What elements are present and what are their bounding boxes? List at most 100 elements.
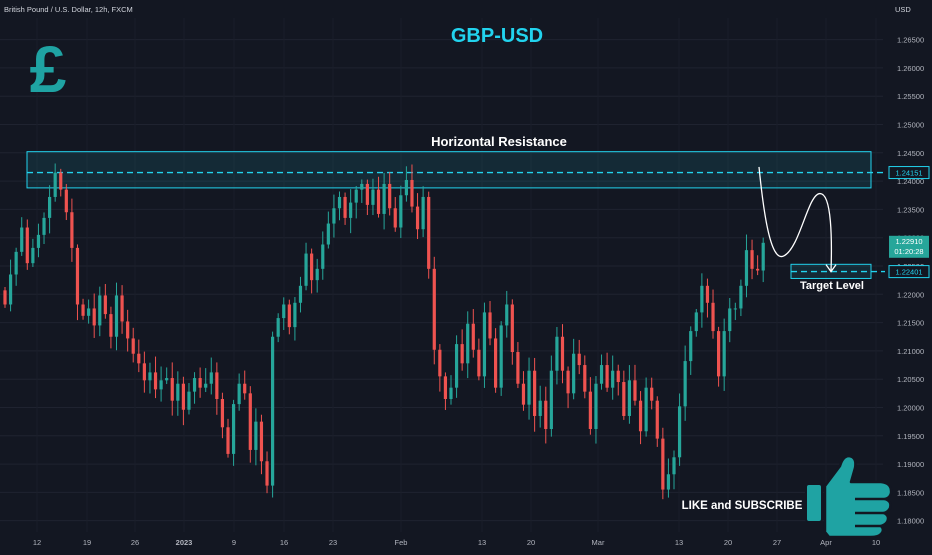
- candle[interactable]: [371, 189, 375, 205]
- candle[interactable]: [627, 380, 631, 416]
- candle[interactable]: [120, 295, 124, 322]
- candle[interactable]: [666, 474, 671, 490]
- candle[interactable]: [677, 406, 682, 458]
- candle[interactable]: [159, 380, 163, 390]
- candle[interactable]: [466, 323, 470, 364]
- candle[interactable]: [644, 387, 648, 432]
- candle[interactable]: [399, 195, 403, 228]
- candle[interactable]: [432, 268, 436, 350]
- candle[interactable]: [488, 312, 492, 339]
- candle[interactable]: [70, 212, 74, 248]
- candle[interactable]: [711, 302, 715, 332]
- candle[interactable]: [443, 376, 448, 399]
- candle[interactable]: [594, 383, 598, 429]
- candle[interactable]: [337, 196, 342, 209]
- candle[interactable]: [583, 365, 587, 392]
- candle[interactable]: [53, 172, 57, 197]
- candle[interactable]: [220, 399, 225, 428]
- candle[interactable]: [59, 172, 63, 190]
- candle[interactable]: [728, 308, 732, 332]
- candle[interactable]: [293, 302, 297, 328]
- candle[interactable]: [170, 378, 174, 401]
- candle[interactable]: [683, 361, 687, 407]
- candle[interactable]: [672, 457, 676, 475]
- candle[interactable]: [544, 400, 548, 429]
- candle[interactable]: [410, 179, 414, 207]
- candle[interactable]: [605, 365, 609, 388]
- candle[interactable]: [153, 372, 158, 390]
- candle[interactable]: [81, 304, 85, 316]
- candle[interactable]: [326, 223, 330, 245]
- candle[interactable]: [321, 244, 325, 269]
- candle[interactable]: [454, 344, 459, 388]
- candle[interactable]: [717, 331, 721, 377]
- candle[interactable]: [31, 247, 35, 264]
- candle[interactable]: [259, 421, 264, 462]
- candle[interactable]: [521, 383, 526, 405]
- candle[interactable]: [315, 268, 319, 281]
- candle[interactable]: [393, 208, 397, 228]
- candle[interactable]: [549, 370, 553, 429]
- candle[interactable]: [622, 382, 626, 416]
- candle[interactable]: [243, 383, 247, 394]
- projection-arrow[interactable]: [758, 166, 833, 272]
- candle[interactable]: [137, 353, 141, 364]
- candle[interactable]: [254, 421, 258, 450]
- candle[interactable]: [705, 285, 710, 303]
- candle[interactable]: [165, 378, 169, 381]
- candle[interactable]: [460, 344, 464, 364]
- candle[interactable]: [343, 196, 347, 218]
- candle[interactable]: [48, 196, 52, 218]
- candle[interactable]: [616, 370, 620, 383]
- candle[interactable]: [482, 312, 487, 377]
- candle[interactable]: [142, 363, 146, 381]
- candle[interactable]: [75, 247, 80, 305]
- candle[interactable]: [304, 253, 308, 286]
- candle[interactable]: [109, 314, 113, 337]
- candle[interactable]: [538, 400, 542, 416]
- candle[interactable]: [20, 227, 24, 252]
- candle[interactable]: [226, 427, 230, 454]
- candle[interactable]: [438, 349, 442, 377]
- candle[interactable]: [650, 387, 654, 401]
- candle[interactable]: [661, 438, 665, 490]
- candle[interactable]: [198, 378, 202, 388]
- candle[interactable]: [382, 183, 386, 214]
- candle[interactable]: [533, 370, 537, 416]
- candle[interactable]: [204, 383, 208, 388]
- candle[interactable]: [271, 336, 275, 486]
- candle[interactable]: [611, 370, 615, 388]
- candle[interactable]: [3, 290, 7, 305]
- candle[interactable]: [566, 370, 570, 394]
- candle[interactable]: [756, 268, 760, 271]
- candle[interactable]: [276, 318, 280, 337]
- candle[interactable]: [332, 208, 336, 224]
- candle[interactable]: [349, 202, 353, 218]
- candle[interactable]: [215, 372, 219, 399]
- candle[interactable]: [265, 461, 269, 486]
- candle[interactable]: [192, 378, 197, 392]
- candle[interactable]: [148, 372, 152, 381]
- candle[interactable]: [287, 304, 291, 328]
- candle[interactable]: [131, 338, 135, 354]
- candle[interactable]: [427, 196, 431, 269]
- candle[interactable]: [237, 383, 241, 405]
- candle[interactable]: [449, 387, 453, 399]
- candle[interactable]: [516, 352, 520, 384]
- resistance-zone[interactable]: [26, 151, 872, 189]
- candle[interactable]: [187, 391, 191, 410]
- candle[interactable]: [42, 217, 46, 235]
- candle[interactable]: [638, 400, 643, 432]
- candle[interactable]: [689, 331, 693, 362]
- candle[interactable]: [310, 253, 314, 281]
- candle[interactable]: [298, 285, 303, 303]
- candle[interactable]: [471, 323, 475, 350]
- candle[interactable]: [761, 242, 765, 271]
- candle[interactable]: [505, 304, 509, 326]
- candle[interactable]: [572, 353, 576, 394]
- candle[interactable]: [415, 206, 420, 230]
- candle[interactable]: [510, 304, 514, 353]
- candle[interactable]: [739, 285, 743, 309]
- candle[interactable]: [354, 189, 358, 203]
